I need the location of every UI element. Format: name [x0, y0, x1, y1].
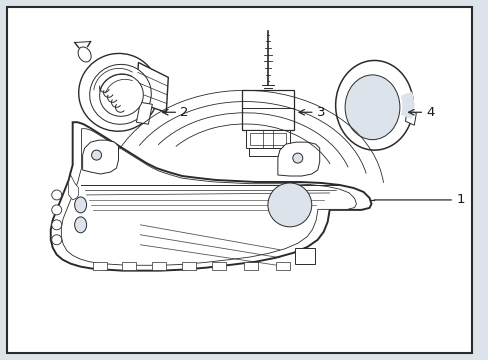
Polygon shape [405, 110, 415, 125]
Polygon shape [61, 129, 356, 265]
Polygon shape [82, 140, 118, 174]
Circle shape [91, 150, 102, 160]
Polygon shape [51, 122, 371, 271]
Circle shape [52, 220, 61, 230]
Bar [244, 262, 258, 270]
Circle shape [267, 183, 311, 227]
Bar [212, 262, 225, 270]
Text: 3: 3 [316, 106, 325, 119]
Bar [248, 148, 286, 156]
Bar [122, 262, 136, 270]
Ellipse shape [89, 64, 151, 124]
Circle shape [52, 205, 61, 215]
Ellipse shape [345, 75, 399, 140]
Polygon shape [68, 175, 79, 200]
Text: 4: 4 [426, 106, 434, 119]
Bar [92, 262, 106, 270]
Ellipse shape [335, 60, 412, 150]
Bar [242, 90, 293, 130]
Text: 2: 2 [180, 106, 188, 119]
Polygon shape [136, 62, 168, 112]
Ellipse shape [79, 53, 158, 131]
Bar [152, 262, 166, 270]
Bar [182, 262, 196, 270]
Polygon shape [277, 142, 319, 176]
Bar [275, 262, 289, 270]
Bar [294, 248, 314, 264]
Bar [245, 130, 289, 148]
Polygon shape [136, 102, 152, 124]
Circle shape [52, 190, 61, 200]
Ellipse shape [78, 47, 91, 62]
Circle shape [52, 235, 61, 245]
Circle shape [292, 153, 302, 163]
Ellipse shape [75, 197, 86, 213]
Ellipse shape [100, 75, 143, 116]
Wedge shape [400, 92, 413, 119]
Bar [249, 133, 285, 145]
Text: 1: 1 [455, 193, 464, 206]
Ellipse shape [75, 217, 86, 233]
